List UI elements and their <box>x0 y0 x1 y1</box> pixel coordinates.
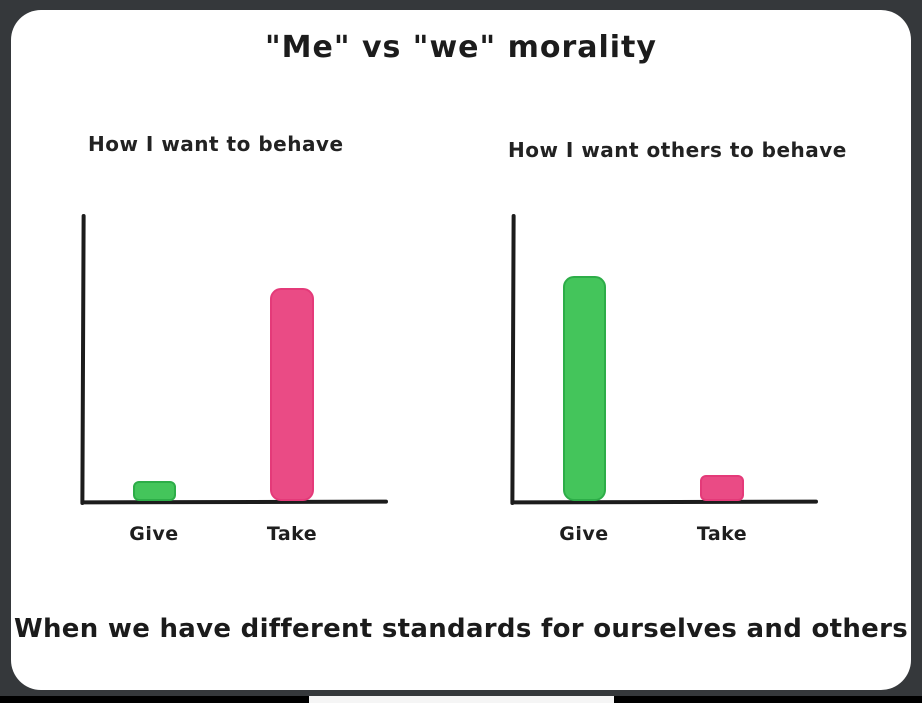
chart-title-others: How I want others to behave <box>508 138 847 162</box>
chart-panel-others: Give Take <box>490 205 830 560</box>
page-title: "Me" vs "we" morality <box>265 30 657 65</box>
bar-take <box>270 288 314 501</box>
category-labels: Give Take <box>60 523 400 557</box>
category-label-take: Take <box>696 523 748 545</box>
bar-give <box>132 481 176 501</box>
bottom-edge <box>0 696 922 703</box>
category-label-take: Take <box>266 523 318 545</box>
next-card-peek <box>308 696 614 703</box>
bar-give <box>562 276 606 501</box>
chart-panel-self: Give Take <box>60 205 400 560</box>
chart-title-self: How I want to behave <box>88 132 344 156</box>
category-labels: Give Take <box>490 523 830 557</box>
bar-take <box>700 475 744 501</box>
illustration-card <box>11 10 911 690</box>
caption-text: When we have different standards for our… <box>13 614 908 644</box>
bars <box>60 213 400 501</box>
category-label-give: Give <box>559 523 609 545</box>
bars <box>490 213 830 501</box>
category-label-give: Give <box>129 523 179 545</box>
